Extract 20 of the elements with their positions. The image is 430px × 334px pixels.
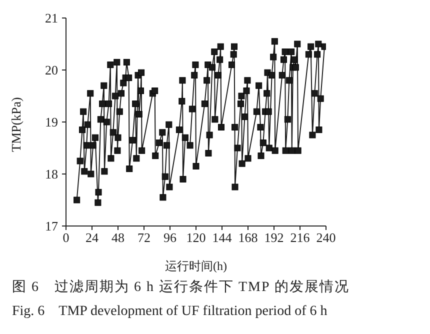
caption: Fig. 6 TMP development of UF filtration period of 6 h bbox=[12, 303, 328, 320]
y-tick-label: 17 bbox=[45, 218, 58, 234]
x-tick-label: 216 bbox=[290, 230, 310, 246]
x-tick-label: 120 bbox=[186, 230, 206, 246]
x-tick-label: 240 bbox=[316, 230, 336, 246]
y-tick-label: 19 bbox=[45, 114, 58, 130]
caption: 图 6 过滤周期为 6 h 运行条件下 TMP 的发展情况 bbox=[12, 278, 350, 296]
x-tick-label: 24 bbox=[86, 230, 99, 246]
x-tick-label: 144 bbox=[212, 230, 232, 246]
x-tick-label: 48 bbox=[112, 230, 124, 246]
x-tick-label: 168 bbox=[238, 230, 258, 246]
x-tick-label: 72 bbox=[138, 230, 150, 246]
y-tick-label: 18 bbox=[45, 166, 58, 182]
x-tick-label: 192 bbox=[264, 230, 284, 246]
x-axis-title: 运行时间(h) bbox=[165, 259, 227, 273]
y-tick-label: 20 bbox=[45, 62, 58, 78]
y-axis-title: TMP(kPa) bbox=[8, 97, 24, 152]
x-tick-label: 96 bbox=[164, 230, 177, 246]
y-tick-label: 21 bbox=[45, 10, 58, 26]
x-tick-label: 0 bbox=[62, 230, 70, 246]
